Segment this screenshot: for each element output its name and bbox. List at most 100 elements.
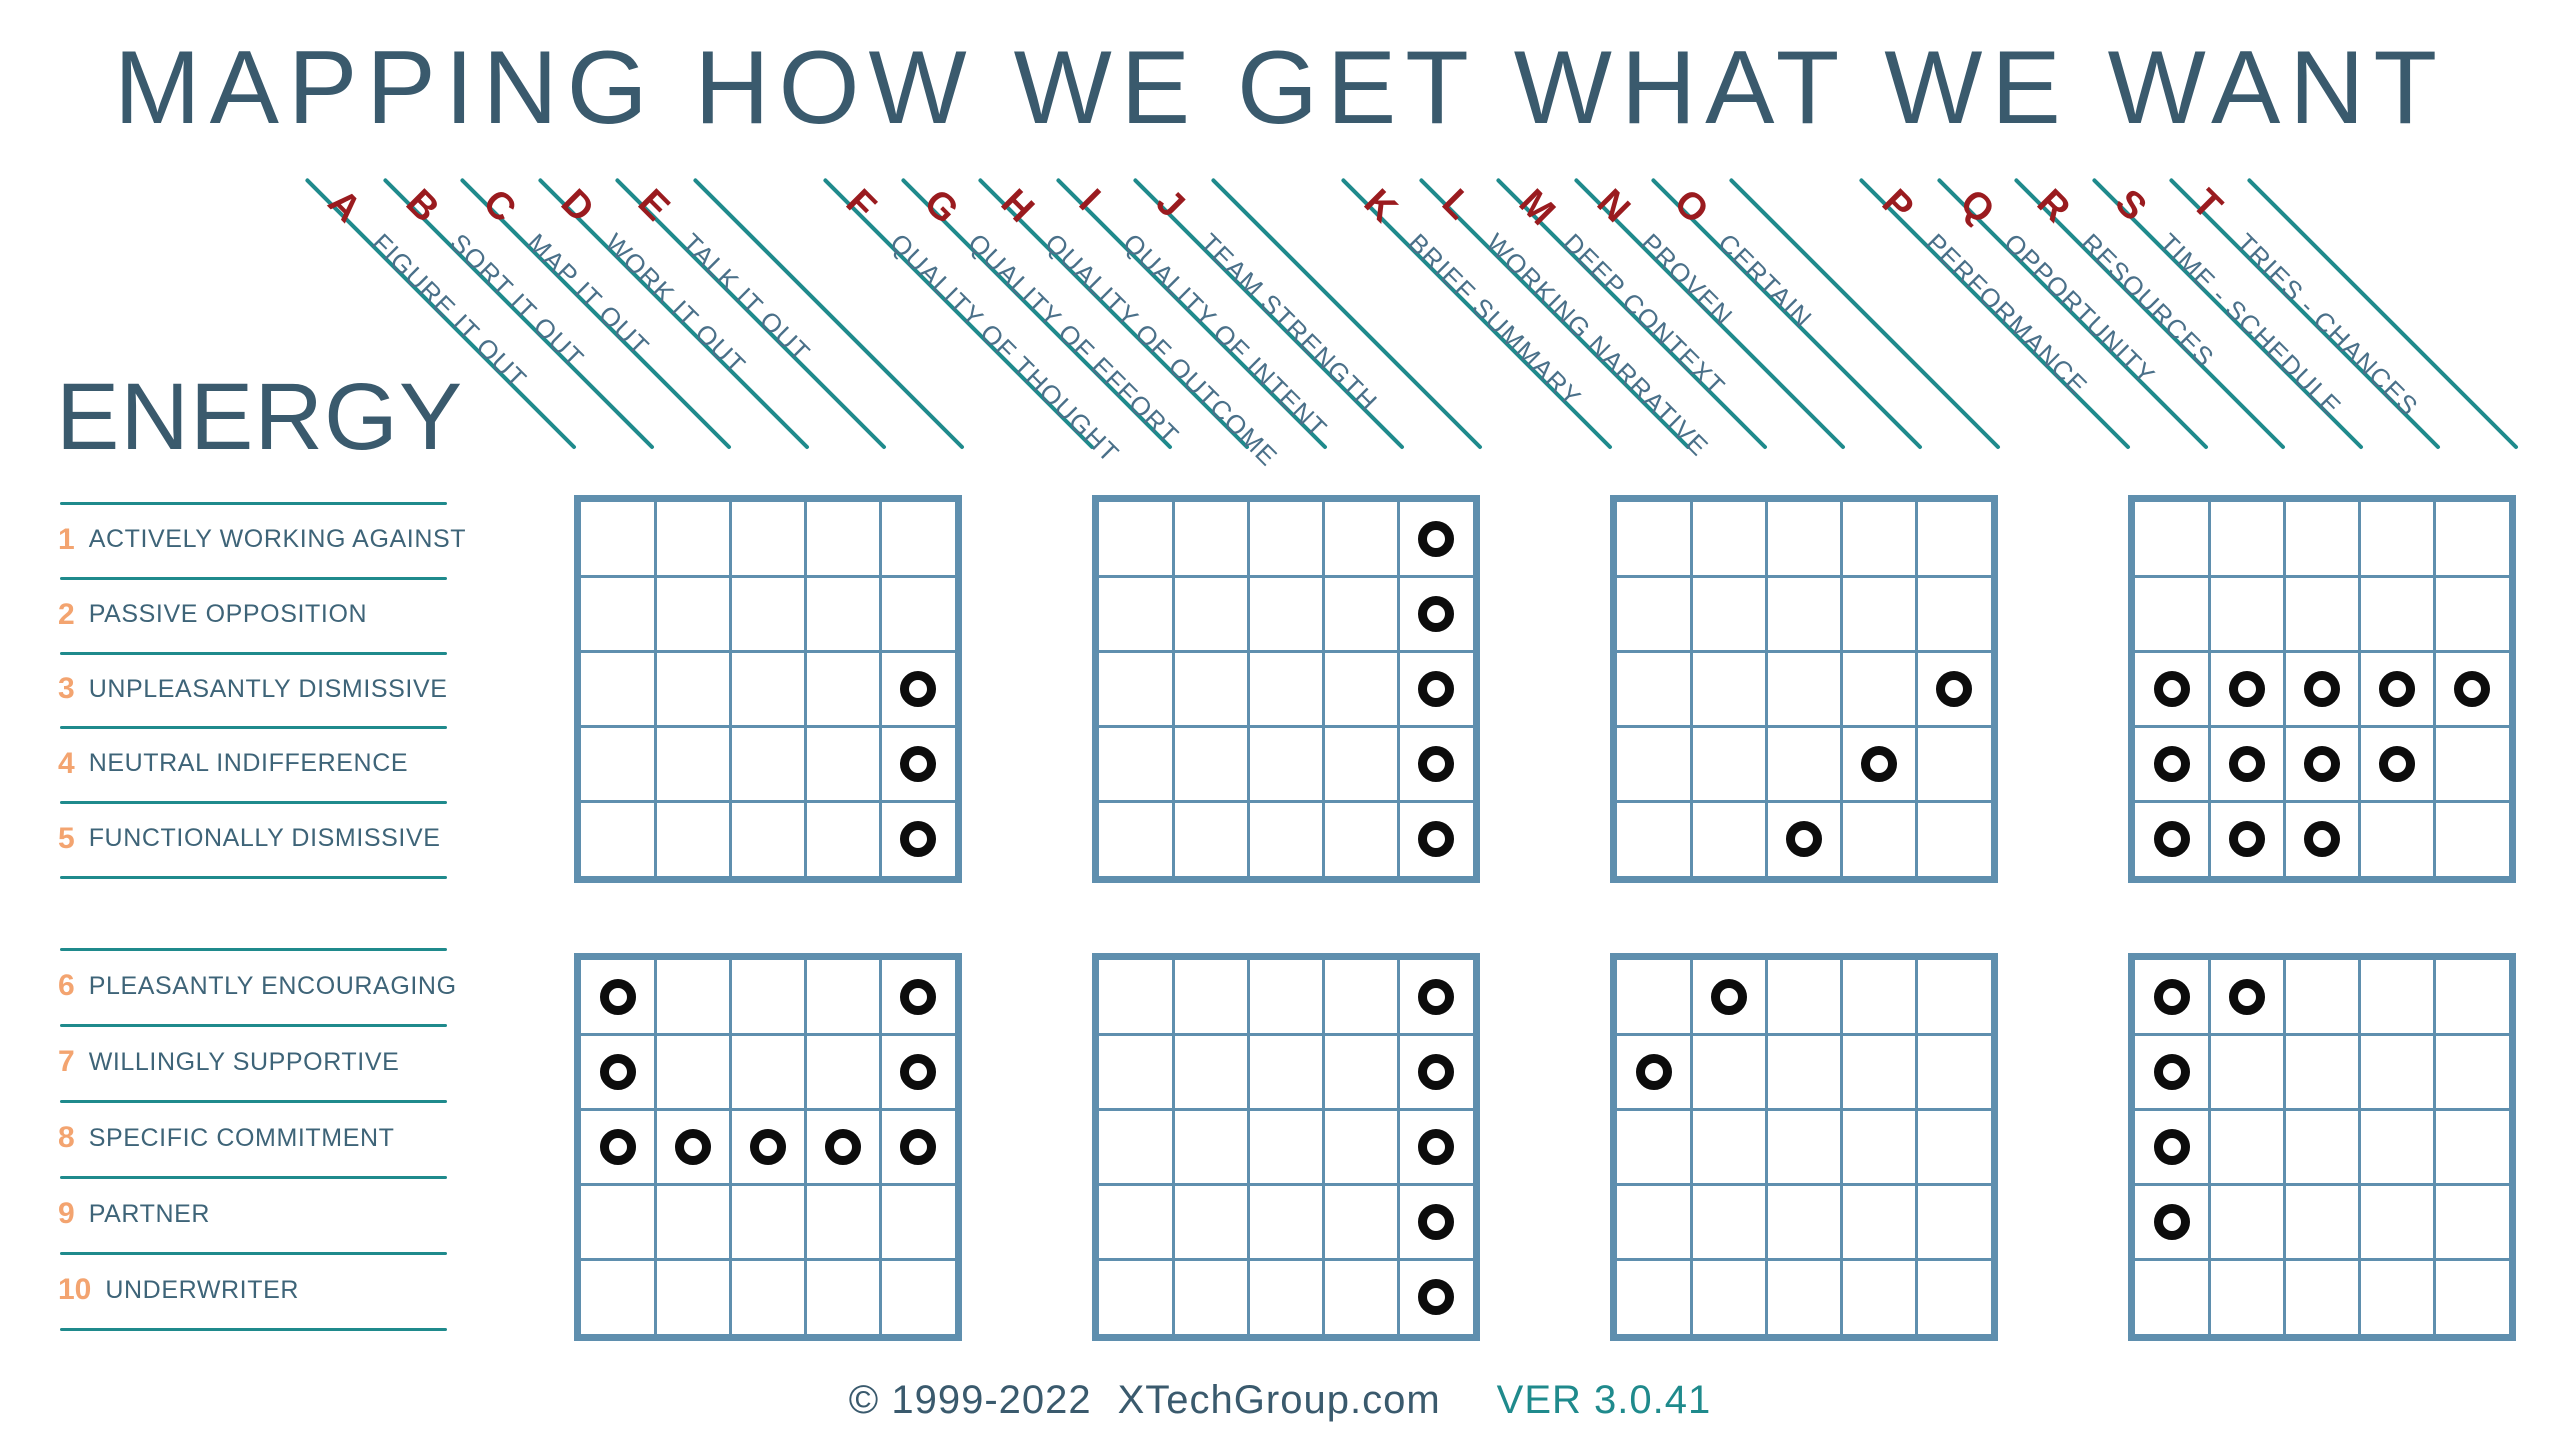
grid-inner-vline xyxy=(1839,502,1843,876)
grid-8 xyxy=(2128,953,2516,1341)
mark-circle-E8 xyxy=(899,1129,936,1165)
row-divider-line xyxy=(60,876,447,879)
grid-inner-vline xyxy=(1247,960,1251,1334)
grid-inner-hline xyxy=(1099,1033,1473,1037)
row-divider-line xyxy=(60,1100,447,1103)
grid-2 xyxy=(1092,495,1480,883)
row-divider-line xyxy=(60,1176,447,1179)
row-divider-line xyxy=(60,948,447,951)
grid-inner-vline xyxy=(803,960,807,1334)
mark-circle-R3 xyxy=(2304,671,2340,707)
mark-circle-P7 xyxy=(2154,1054,2191,1091)
row-number: 6 xyxy=(58,969,75,1002)
grid-inner-hline xyxy=(1617,1033,1991,1037)
grid-inner-hline xyxy=(1617,1108,1991,1112)
grid-inner-vline xyxy=(1690,960,1694,1334)
energy-row-5: 5 FUNCTIONALLY DISMISSIVE xyxy=(58,822,441,856)
column-letter-B: B xyxy=(397,181,447,231)
row-label-text: WILLINGLY SUPPORTIVE xyxy=(88,1047,400,1076)
grid-inner-vline xyxy=(654,960,658,1334)
grid-inner-vline xyxy=(1321,502,1325,876)
grid-inner-hline xyxy=(1617,724,1991,728)
site-text: XTechGroup.com xyxy=(1117,1378,1441,1422)
mark-circle-A8 xyxy=(600,1129,637,1165)
grid-inner-vline xyxy=(803,502,807,876)
row-number: 2 xyxy=(58,597,75,631)
grid-inner-hline xyxy=(2135,1108,2509,1112)
grid-inner-hline xyxy=(1617,575,1991,579)
grid-inner-vline xyxy=(1690,502,1694,876)
grid-3 xyxy=(1610,495,1998,883)
column-divider-line xyxy=(2246,177,2519,450)
column-letter-H: H xyxy=(992,181,1043,231)
mark-circle-A6 xyxy=(600,979,637,1016)
mark-circle-O3 xyxy=(1935,671,1972,707)
row-label-text: PASSIVE OPPOSITION xyxy=(88,600,368,628)
mark-circle-J2 xyxy=(1417,596,1454,633)
grid-inner-vline xyxy=(1172,960,1176,1334)
grid-inner-vline xyxy=(1396,502,1400,876)
grid-inner-hline xyxy=(581,650,955,654)
grid-inner-vline xyxy=(2208,960,2212,1334)
energy-row-8: 8 SPECIFIC COMMITMENT xyxy=(58,1121,395,1155)
column-letter-E: E xyxy=(630,181,678,230)
energy-heading: ENERGY xyxy=(56,364,464,470)
row-divider-line xyxy=(60,1328,447,1331)
grid-inner-vline xyxy=(1914,960,1918,1334)
row-number: 5 xyxy=(58,821,75,855)
grid-inner-vline xyxy=(1321,960,1325,1334)
mark-circle-M5 xyxy=(1786,820,1822,857)
grid-6 xyxy=(1092,953,1480,1341)
column-letter-P: P xyxy=(1873,181,1922,230)
row-number: 10 xyxy=(58,1273,92,1306)
mark-circle-E4 xyxy=(899,745,936,782)
energy-row-4: 4 NEUTRAL INDIFFERENCE xyxy=(58,747,408,781)
mark-circle-P3 xyxy=(2154,671,2191,707)
row-number: 3 xyxy=(58,672,75,705)
grid-inner-vline xyxy=(1396,960,1400,1334)
mark-circle-J1 xyxy=(1417,521,1454,558)
grid-inner-hline xyxy=(2135,799,2509,803)
row-label-text: NEUTRAL INDIFFERENCE xyxy=(88,749,409,777)
row-number: 8 xyxy=(58,1121,75,1154)
column-letter-G: G xyxy=(915,181,966,233)
grid-inner-vline xyxy=(1247,502,1251,876)
row-label-text: ACTIVELY WORKING AGAINST xyxy=(88,525,467,553)
grid-inner-vline xyxy=(878,502,882,876)
row-divider-line xyxy=(60,801,447,804)
grid-inner-vline xyxy=(1839,960,1843,1334)
column-letter-L: L xyxy=(1433,181,1480,228)
grid-1 xyxy=(574,495,962,883)
grid-inner-hline xyxy=(1617,1182,1991,1186)
row-label-text: PARTNER xyxy=(88,1199,211,1228)
mark-circle-R4 xyxy=(2304,745,2340,782)
grid-inner-hline xyxy=(2135,575,2509,579)
grid-inner-vline xyxy=(878,960,882,1334)
mark-circle-P5 xyxy=(2154,820,2191,857)
mark-circle-J5 xyxy=(1417,820,1454,857)
grid-inner-hline xyxy=(1099,1257,1473,1261)
grid-inner-hline xyxy=(581,1108,955,1112)
mark-circle-E7 xyxy=(899,1054,936,1091)
grid-inner-vline xyxy=(1765,960,1769,1334)
energy-row-9: 9 PARTNER xyxy=(58,1197,210,1231)
mark-circle-Q6 xyxy=(2229,979,2266,1016)
row-label-text: UNDERWRITER xyxy=(105,1275,300,1304)
row-number: 4 xyxy=(58,746,75,780)
mark-circle-R5 xyxy=(2304,820,2340,857)
mark-circle-D8 xyxy=(824,1129,861,1165)
row-label-text: UNPLEASANTLY DISMISSIVE xyxy=(88,674,448,703)
grid-inner-hline xyxy=(2135,1257,2509,1261)
row-divider-line xyxy=(60,726,447,729)
mark-circle-K7 xyxy=(1636,1054,1673,1091)
footer: © 1999-2022 XTechGroup.com VER 3.0.41 xyxy=(0,1380,2560,1420)
grid-inner-vline xyxy=(2432,502,2436,876)
mark-circle-J10 xyxy=(1417,1278,1454,1315)
energy-row-6: 6 PLEASANTLY ENCOURAGING xyxy=(58,969,457,1003)
column-letter-A: A xyxy=(319,181,369,231)
mark-circle-E5 xyxy=(899,820,936,857)
grid-inner-hline xyxy=(1099,650,1473,654)
mark-circle-N4 xyxy=(1860,745,1897,782)
grid-inner-hline xyxy=(1099,724,1473,728)
